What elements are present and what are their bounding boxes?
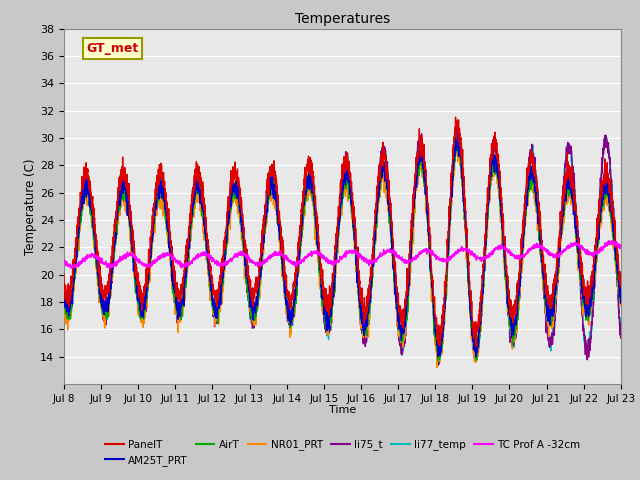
AirT [617, 298, 625, 304]
AM25T_PRT [454, 129, 461, 134]
PanelT [124, 192, 131, 197]
PanelT [606, 183, 614, 189]
AirT [298, 225, 305, 231]
li77_temp [436, 357, 444, 362]
AirT [157, 186, 164, 192]
li75_t [547, 335, 554, 340]
AirT [606, 203, 614, 209]
Line: PanelT: PanelT [64, 117, 621, 347]
NR01_PRT [124, 201, 131, 206]
AirT [453, 134, 461, 140]
AM25T_PRT [606, 208, 614, 214]
TC Prof A -32cm [617, 245, 625, 251]
X-axis label: Time: Time [329, 405, 356, 415]
li75_t [617, 335, 625, 340]
PanelT [274, 192, 282, 197]
PanelT [452, 114, 460, 120]
PanelT [60, 271, 68, 277]
Line: li75_t: li75_t [64, 132, 621, 365]
Title: Temperatures: Temperatures [295, 12, 390, 26]
AM25T_PRT [124, 201, 131, 207]
Line: NR01_PRT: NR01_PRT [64, 143, 621, 368]
li75_t [435, 362, 442, 368]
AM25T_PRT [157, 188, 164, 193]
li77_temp [274, 200, 282, 206]
NR01_PRT [60, 302, 68, 308]
li75_t [157, 174, 164, 180]
li77_temp [298, 228, 305, 234]
li77_temp [60, 301, 68, 307]
NR01_PRT [298, 235, 305, 241]
NR01_PRT [157, 193, 164, 199]
AM25T_PRT [60, 286, 68, 292]
li75_t [606, 171, 614, 177]
Text: GT_met: GT_met [86, 42, 138, 55]
AM25T_PRT [472, 354, 480, 360]
PanelT [473, 344, 481, 350]
AirT [547, 312, 554, 318]
PanelT [617, 280, 625, 286]
NR01_PRT [606, 208, 614, 214]
NR01_PRT [274, 214, 282, 219]
li75_t [454, 129, 461, 135]
TC Prof A -32cm [274, 251, 282, 257]
AM25T_PRT [274, 210, 282, 216]
NR01_PRT [547, 318, 554, 324]
NR01_PRT [617, 299, 625, 304]
AM25T_PRT [298, 216, 305, 222]
NR01_PRT [452, 140, 460, 145]
li77_temp [157, 174, 164, 180]
TC Prof A -32cm [67, 265, 75, 271]
li77_temp [617, 328, 625, 334]
TC Prof A -32cm [60, 259, 68, 264]
li77_temp [606, 162, 614, 168]
AirT [60, 303, 68, 309]
Line: TC Prof A -32cm: TC Prof A -32cm [64, 240, 621, 268]
AM25T_PRT [617, 286, 625, 291]
Line: AirT: AirT [64, 137, 621, 362]
TC Prof A -32cm [605, 238, 613, 243]
li77_temp [547, 344, 554, 349]
PanelT [157, 176, 164, 182]
AirT [124, 206, 131, 212]
PanelT [547, 305, 554, 311]
AirT [274, 220, 282, 226]
TC Prof A -32cm [124, 253, 132, 259]
TC Prof A -32cm [606, 240, 614, 246]
Line: AM25T_PRT: AM25T_PRT [64, 132, 621, 357]
Line: li77_temp: li77_temp [64, 132, 621, 360]
li75_t [298, 223, 305, 228]
PanelT [298, 202, 305, 208]
AirT [435, 359, 442, 365]
TC Prof A -32cm [157, 255, 164, 261]
li77_temp [124, 189, 131, 194]
li75_t [274, 207, 282, 213]
TC Prof A -32cm [546, 253, 554, 259]
TC Prof A -32cm [298, 257, 306, 263]
li77_temp [454, 129, 462, 135]
AM25T_PRT [547, 305, 554, 311]
li75_t [124, 192, 131, 198]
NR01_PRT [433, 365, 441, 371]
Y-axis label: Temperature (C): Temperature (C) [24, 158, 37, 255]
li75_t [60, 307, 68, 312]
Legend: PanelT, AM25T_PRT, AirT, NR01_PRT, li75_t, li77_temp, TC Prof A -32cm: PanelT, AM25T_PRT, AirT, NR01_PRT, li75_… [100, 435, 584, 470]
